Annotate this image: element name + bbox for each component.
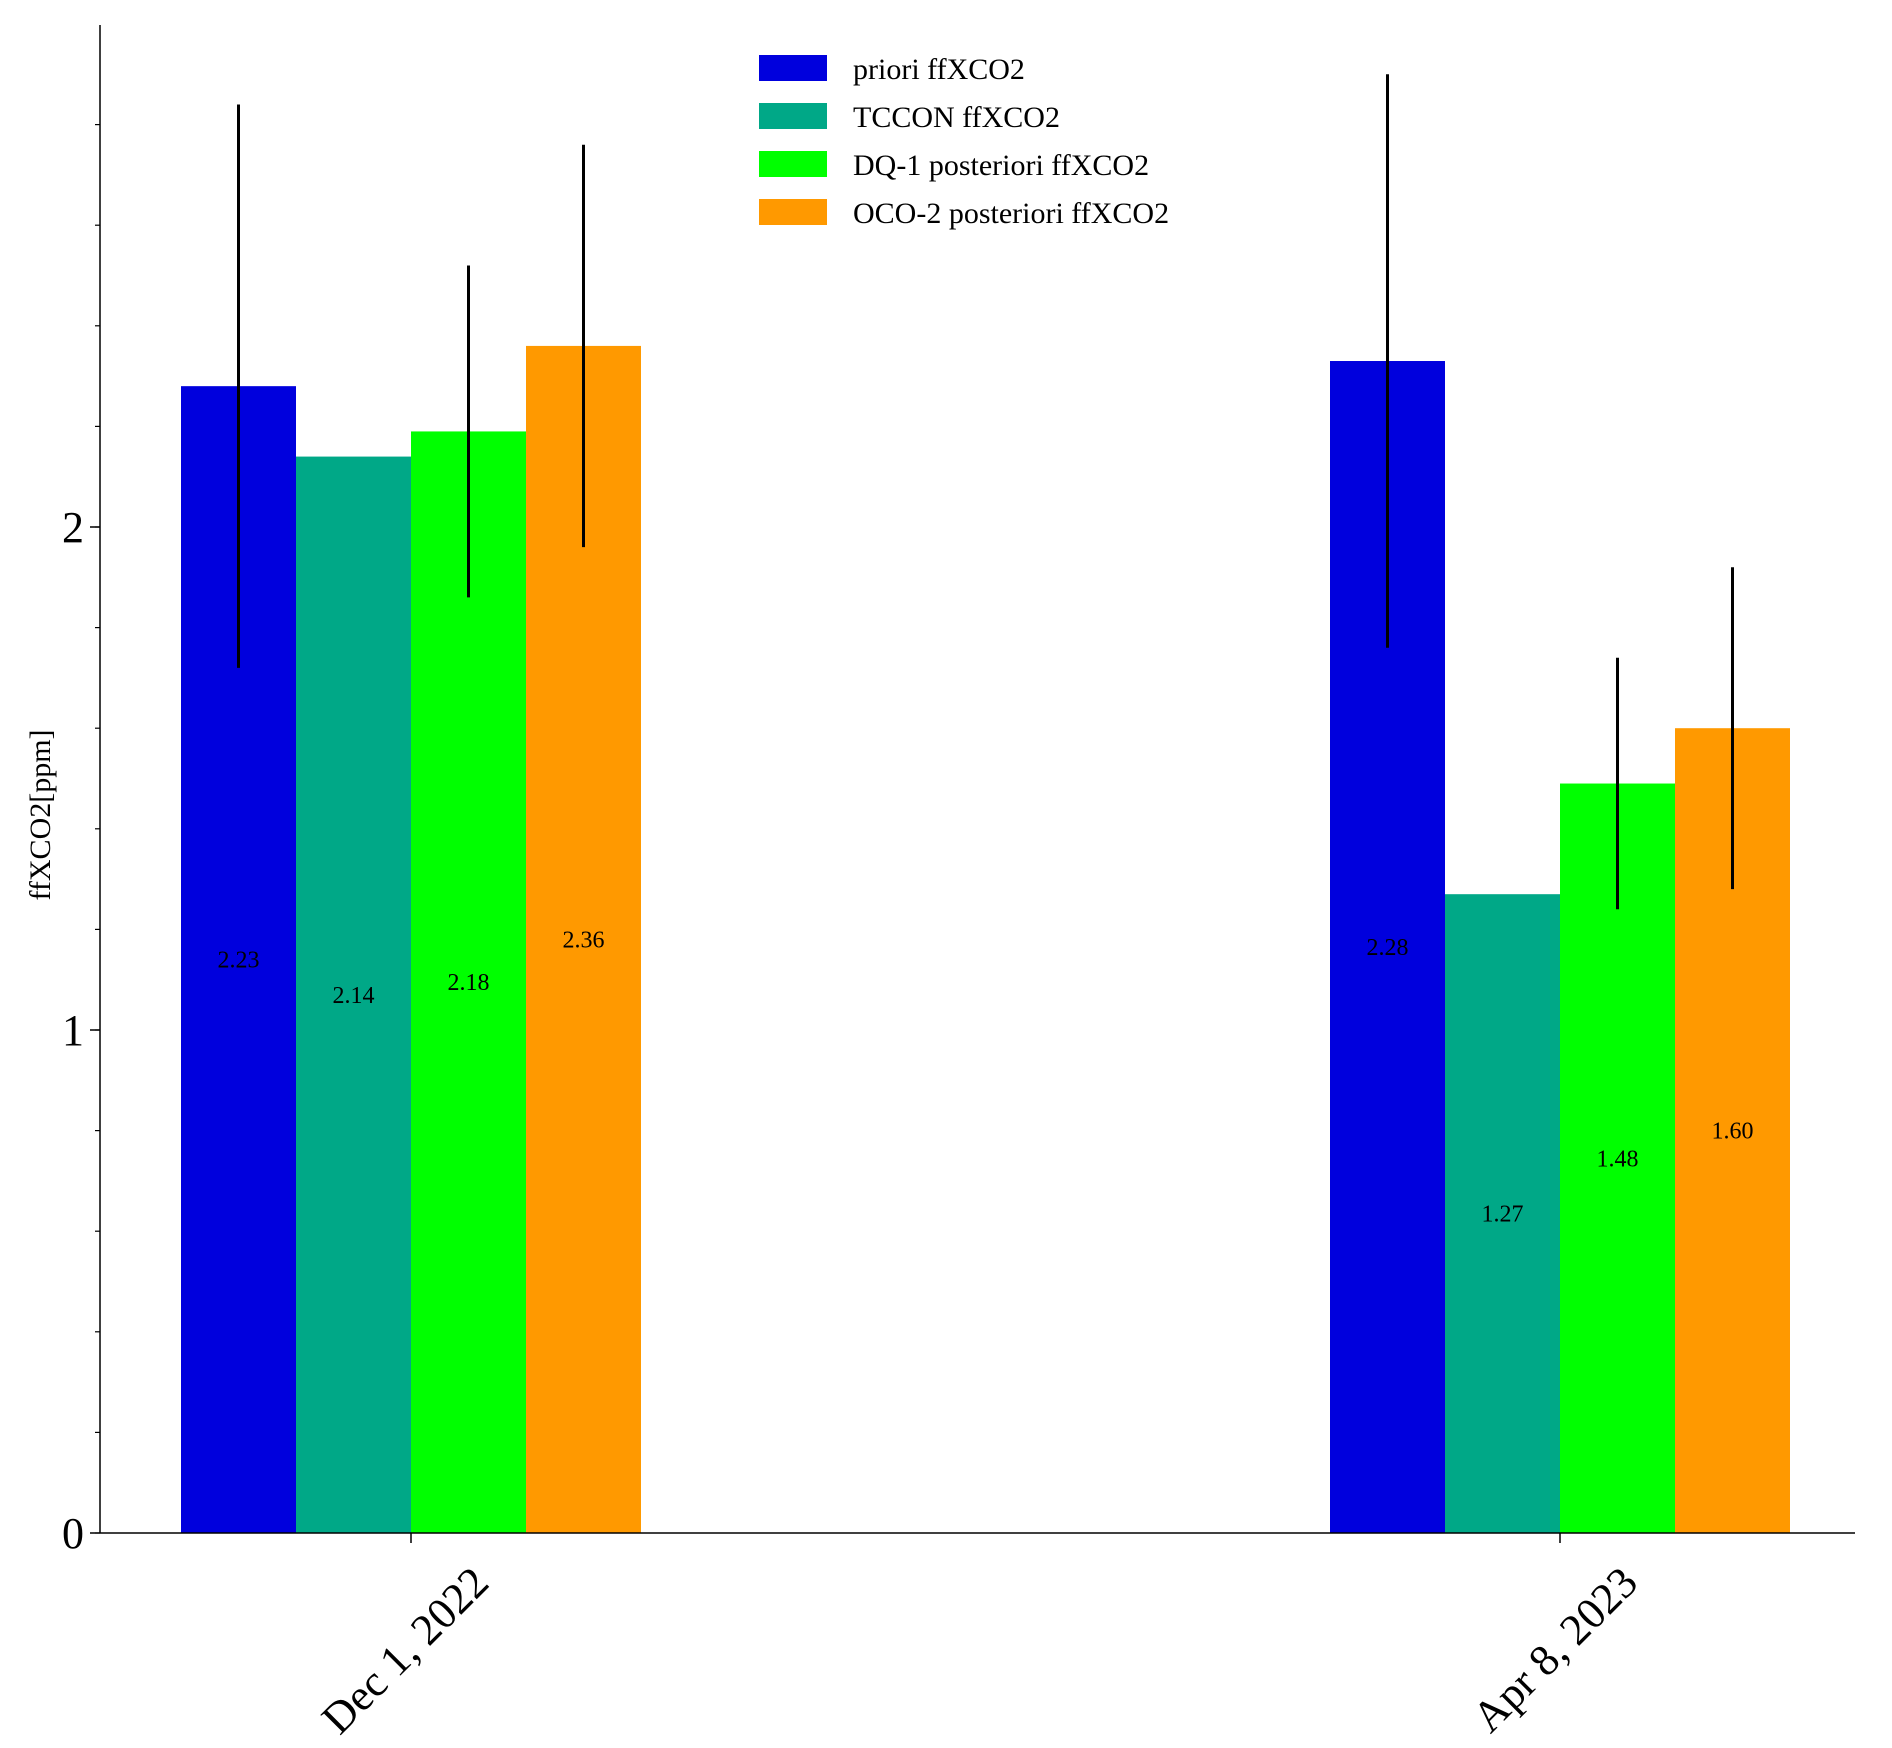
data-label-2-2: 1.27 (1482, 1202, 1524, 1228)
legend-label-4: OCO-2 posteriori ffXCO2 (853, 197, 1169, 230)
error-bars-layer (237, 74, 1734, 910)
bar-2-1 (296, 456, 411, 1534)
data-label-4-2: 1.60 (1712, 1119, 1754, 1145)
legend-swatch-4 (759, 199, 827, 225)
legend-swatch-3 (759, 151, 827, 177)
bars-layer (181, 345, 1790, 1534)
data-labels-layer: 2.23 2.14 2.18 2.36 2.28 1.27 1.48 1.60 (218, 927, 1754, 1227)
y-axis-title: ffXCO2[ppm] (24, 729, 57, 900)
data-label-3-2: 1.48 (1597, 1146, 1639, 1172)
legend: priori ffXCO2 TCCON ffXCO2 DQ-1 posteriori… (759, 53, 1169, 230)
x-tick-label-2: Apr 8, 2023 (1463, 1557, 1647, 1741)
data-label-1-2: 2.28 (1367, 935, 1409, 961)
legend-swatch-1 (759, 55, 827, 81)
y-tick-label-1: 0 (62, 1509, 84, 1558)
data-label-3-1: 2.18 (448, 970, 490, 996)
data-label-2-1: 2.14 (333, 983, 375, 1009)
data-label-4-1: 2.36 (563, 927, 605, 953)
y-tick-label-3: 2 (62, 503, 84, 552)
legend-swatch-2 (759, 103, 827, 129)
legend-label-3: DQ-1 posteriori ffXCO2 (853, 149, 1149, 182)
legend-label-2: TCCON ffXCO2 (853, 101, 1060, 134)
bar-3-1 (411, 431, 526, 1534)
legend-label-1: priori ffXCO2 (853, 53, 1025, 86)
x-tick-label-1: Dec 1, 2022 (312, 1557, 498, 1743)
bar-2-2 (1445, 894, 1560, 1533)
y-tick-label-2: 1 (62, 1006, 84, 1055)
data-label-1-1: 2.23 (218, 948, 260, 974)
